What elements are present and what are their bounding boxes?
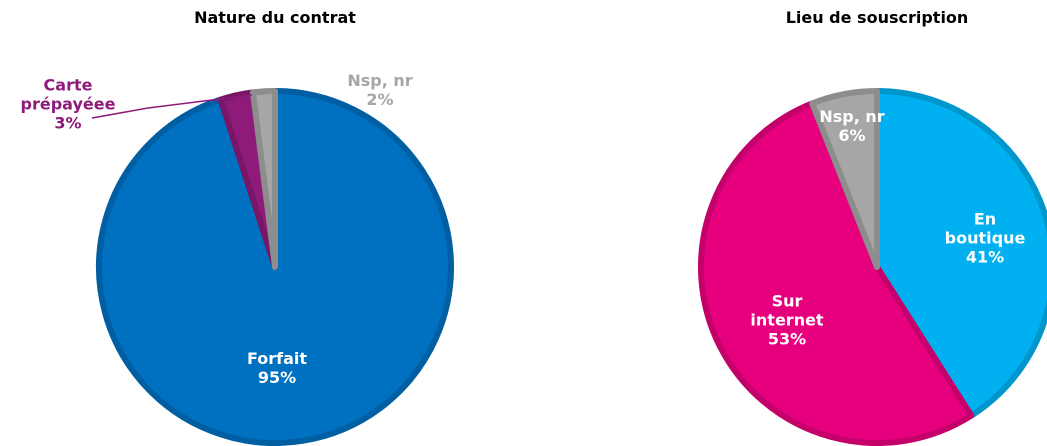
value-label: 6% (838, 126, 866, 145)
pie-slice (96, 88, 454, 446)
value-label: 3% (54, 113, 82, 133)
pie-slice (809, 88, 880, 270)
pie-slice (698, 100, 975, 446)
leader-line (91, 94, 253, 119)
slice-label: Forfait 95% (222, 349, 332, 387)
slice-label: En boutique 41% (940, 210, 1030, 267)
slice-label: Nsp, nr 6% (807, 107, 897, 145)
category-label: Nsp, nr (347, 71, 413, 90)
category-label: Nsp, nr (819, 107, 885, 126)
value-label: 53% (767, 329, 807, 349)
pie-slice (874, 88, 1047, 419)
category-label: En boutique (944, 209, 1026, 248)
slice-label: Nsp, nr 2% (335, 71, 425, 109)
value-label: 95% (257, 368, 297, 387)
chart-title: Nature du contrat (194, 8, 356, 27)
slice-label: Sur internet 53% (742, 292, 832, 349)
slice-label: Carte prépayéee 3% (18, 76, 118, 133)
category-label: Carte prépayéee (20, 75, 116, 114)
chart-title: Lieu de souscription (785, 8, 969, 27)
category-label: Sur internet (750, 291, 824, 330)
value-label: 2% (366, 90, 394, 109)
pie-slice (249, 88, 278, 270)
value-label: 41% (965, 247, 1005, 267)
category-label: Forfait (246, 349, 308, 368)
